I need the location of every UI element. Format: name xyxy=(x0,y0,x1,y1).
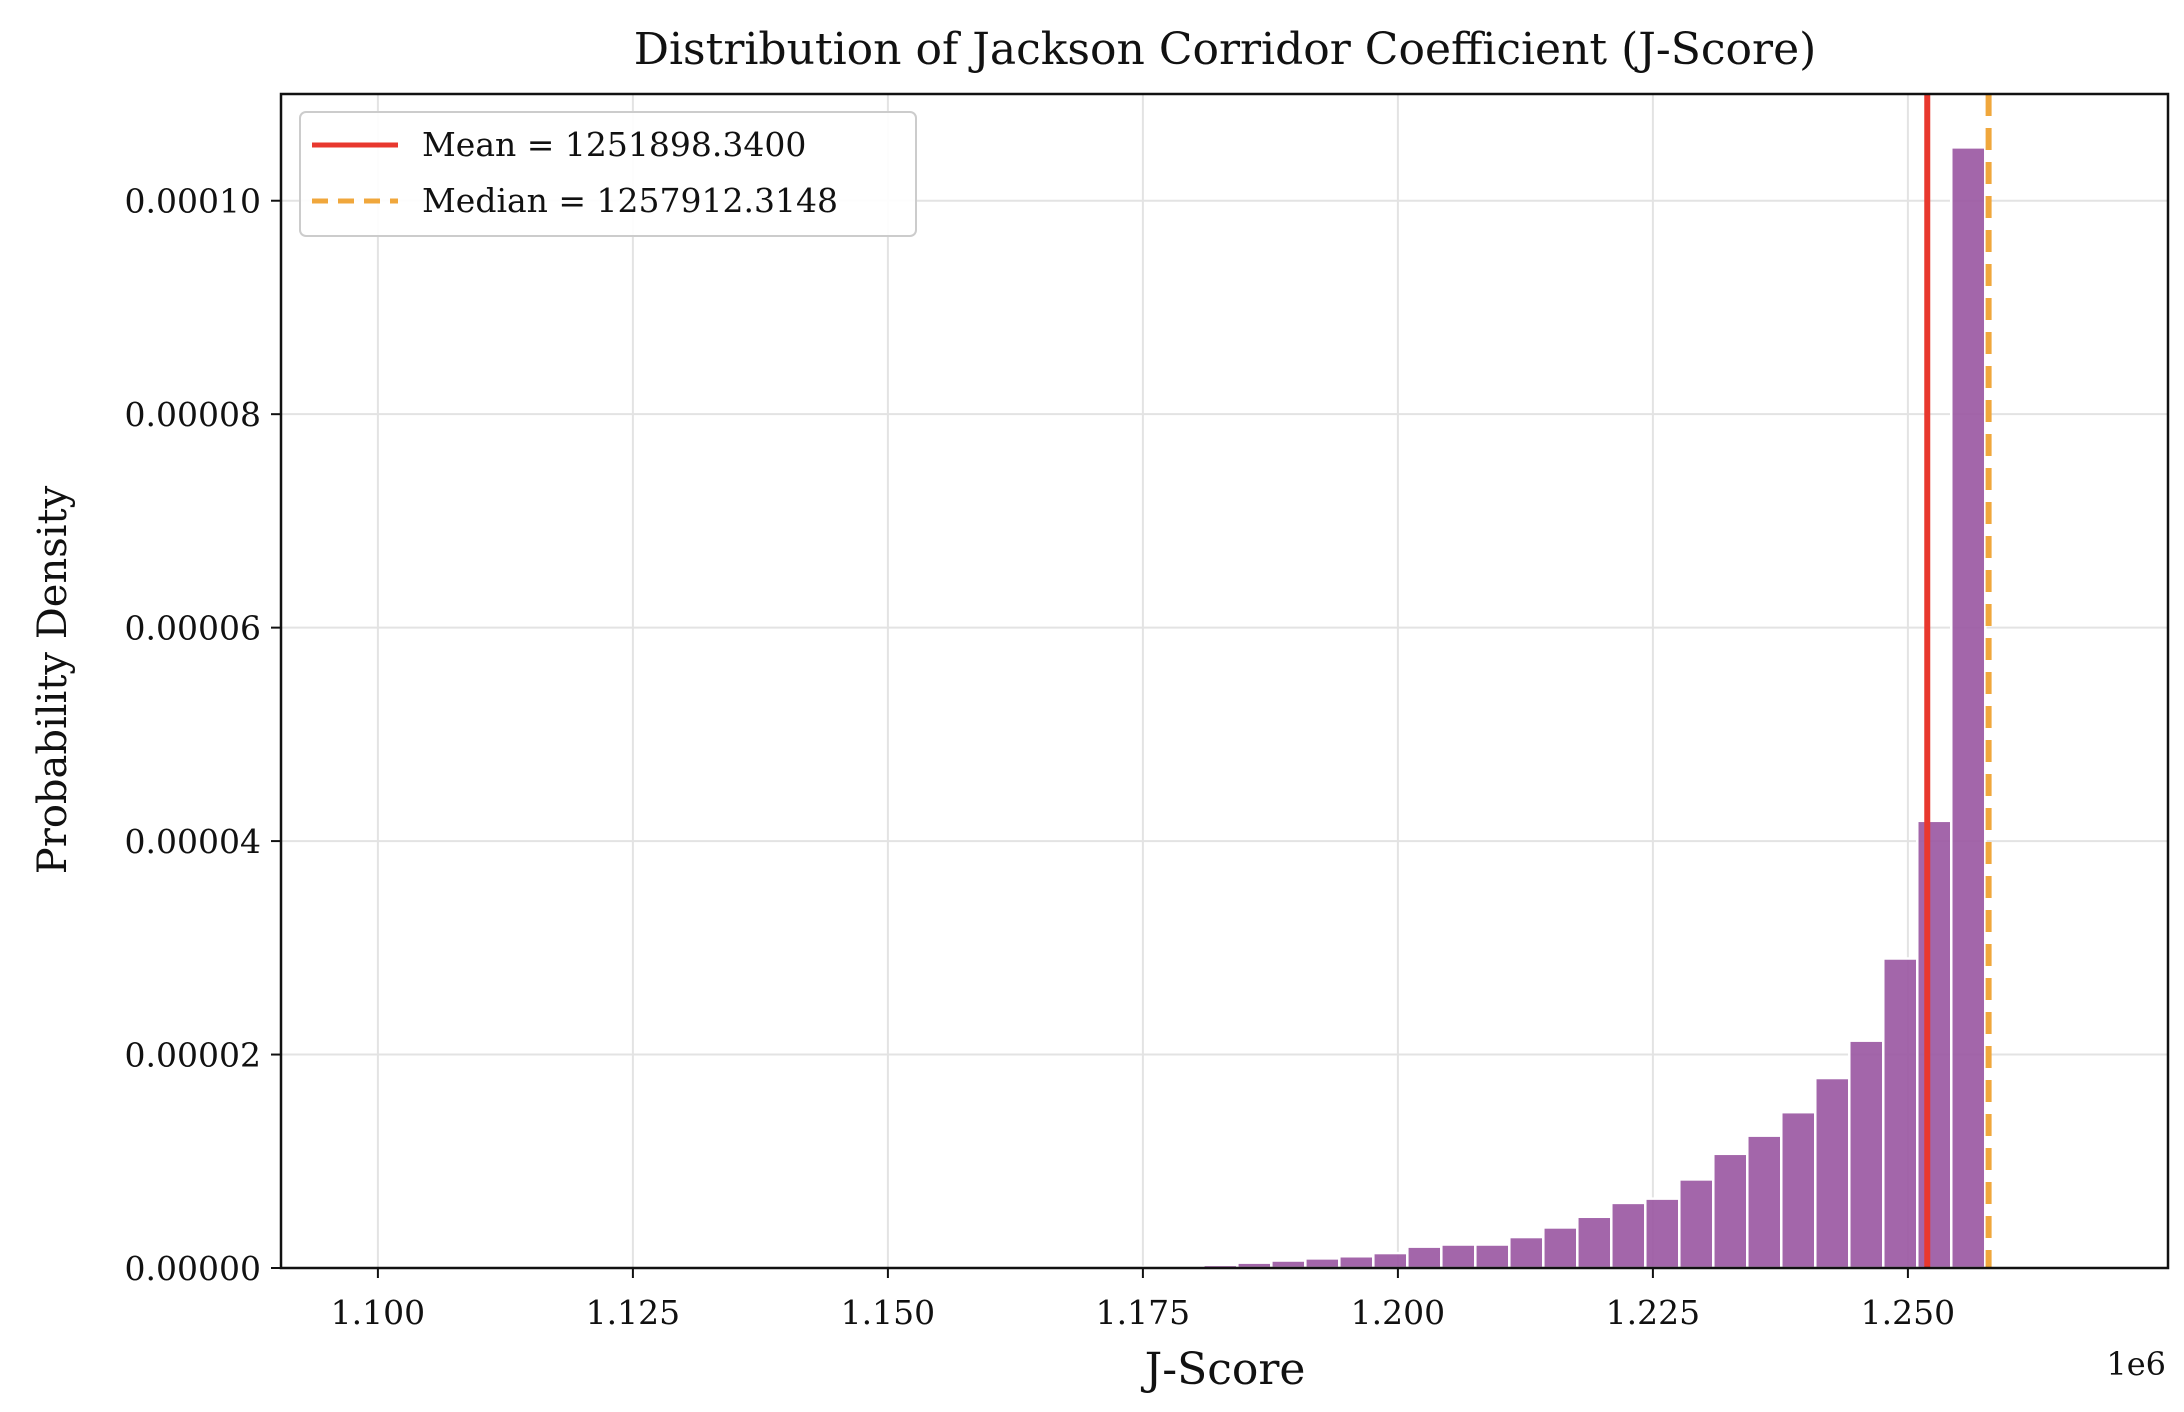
histogram-bar xyxy=(1338,1255,1375,1270)
x-tick-label: 1.100 xyxy=(331,1293,425,1332)
y-axis-ticks: 0.00000 0.00002 0.00004 0.00006 0.00008 0.000… xyxy=(125,182,281,1288)
x-tick-label: 1.125 xyxy=(586,1293,680,1332)
histogram-bar xyxy=(1746,1134,1783,1270)
y-tick-label: 0.00010 xyxy=(125,182,261,221)
histogram-bar xyxy=(1610,1201,1647,1270)
legend-mean-label: Mean = 1251898.3400 xyxy=(422,125,806,164)
legend-box xyxy=(299,111,917,237)
chart-title: Distribution of Jackson Corridor Coeffic… xyxy=(634,24,1817,75)
grid xyxy=(281,94,2168,1269)
legend: Mean = 1251898.3400 Median = 1257912.314… xyxy=(299,111,917,237)
histogram-bar xyxy=(1372,1251,1409,1270)
y-tick-label: 0.00002 xyxy=(125,1036,261,1075)
histogram-bar xyxy=(1542,1226,1579,1270)
histogram-bar xyxy=(1576,1215,1613,1270)
histogram-bar xyxy=(1406,1245,1443,1270)
x-tick-label: 1.225 xyxy=(1606,1293,1700,1332)
y-axis-label: Probability Density xyxy=(30,485,76,874)
histogram-bar xyxy=(1882,957,1919,1270)
x-tick-label: 1.200 xyxy=(1351,1293,1445,1332)
histogram-bar xyxy=(1780,1110,1817,1270)
histogram-bar xyxy=(1644,1197,1681,1270)
x-tick-label: 1.175 xyxy=(1096,1293,1190,1332)
x-tick-label: 1.150 xyxy=(841,1293,935,1332)
histogram-bars xyxy=(1100,146,1987,1270)
histogram-bar xyxy=(1678,1178,1715,1270)
reference-lines xyxy=(1924,94,1992,1268)
histogram-bar xyxy=(1916,819,1953,1270)
legend-median-label: Median = 1257912.3148 xyxy=(422,181,838,220)
histogram-bar xyxy=(1950,146,1987,1270)
y-tick-label: 0.00008 xyxy=(125,395,261,434)
x-tick-label: 1.250 xyxy=(1861,1293,1955,1332)
x-axis-ticks: 1.100 1.125 1.150 1.175 1.200 1.225 1.250 xyxy=(331,1268,1955,1332)
x-axis-label: J-Score xyxy=(1141,1344,1306,1395)
histogram-bar xyxy=(1440,1243,1477,1270)
histogram-bar xyxy=(1474,1243,1511,1270)
axes-frame xyxy=(279,92,2170,1270)
histogram-bar xyxy=(1508,1235,1545,1270)
y-tick-label: 0.00004 xyxy=(125,822,261,861)
y-tick-label: 0.00000 xyxy=(125,1249,261,1288)
histogram-bar xyxy=(1848,1039,1885,1270)
histogram-bar xyxy=(1712,1152,1749,1270)
histogram-bar xyxy=(1304,1257,1341,1270)
histogram-bar xyxy=(1814,1076,1851,1270)
y-tick-label: 0.00006 xyxy=(125,609,261,648)
x-axis-offset-label: 1e6 xyxy=(2106,1345,2166,1383)
